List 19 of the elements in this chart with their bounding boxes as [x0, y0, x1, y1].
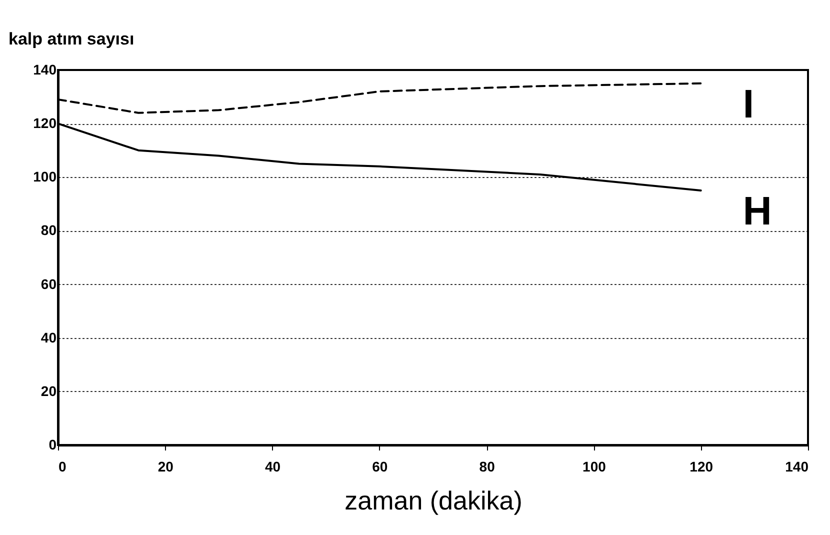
y-tick-label: 40 [40, 329, 57, 346]
y-tick-label: 80 [40, 222, 57, 238]
x-tick-label: 100 [582, 458, 606, 474]
x-tick-label: 20 [158, 458, 174, 474]
y-tick-label: 100 [33, 168, 57, 185]
y-tick-label: 60 [40, 276, 57, 292]
x-tick-label: 40 [264, 458, 281, 474]
series-label: I [742, 82, 754, 126]
x-tick-label: 60 [372, 458, 388, 474]
y-tick-label: 20 [40, 382, 57, 399]
y-tick-label: 140 [33, 62, 57, 78]
x-tick-label: 140 [785, 458, 809, 474]
series-label: H [742, 190, 772, 234]
x-axis-title: zaman (dakika) [344, 486, 522, 516]
y-tick-label: 0 [48, 436, 57, 452]
x-tick-label: 80 [479, 458, 496, 474]
x-tick-label: 120 [690, 458, 714, 474]
y-axis-title: kalp atım sayısı [8, 30, 134, 48]
y-tick-label: 120 [33, 115, 57, 132]
